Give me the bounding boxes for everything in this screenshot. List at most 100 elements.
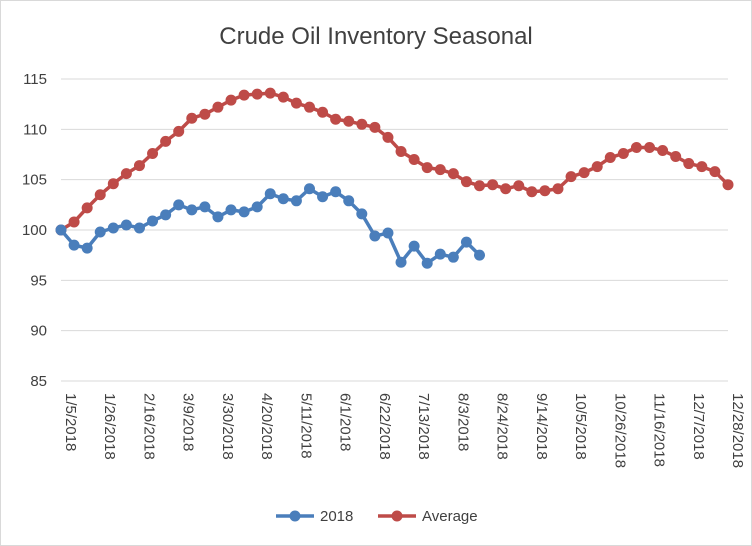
y-axis: 85 90 95 100 105 110 115	[22, 71, 47, 390]
data-point	[264, 87, 276, 99]
data-point	[565, 171, 577, 183]
data-point	[460, 176, 472, 188]
data-point	[434, 248, 446, 260]
y-tick-label: 110	[23, 121, 47, 138]
data-point	[55, 224, 67, 236]
data-point	[539, 185, 551, 197]
data-point	[133, 160, 145, 172]
data-point	[460, 236, 472, 248]
data-point	[447, 168, 459, 180]
data-point	[238, 206, 250, 218]
x-tick-label: 12/28/2018	[729, 393, 746, 468]
data-point	[199, 201, 211, 213]
data-point	[199, 108, 211, 120]
data-point	[382, 131, 394, 143]
data-point	[356, 118, 368, 130]
data-point	[709, 166, 721, 178]
data-point	[474, 249, 486, 261]
data-point	[107, 178, 119, 190]
data-point	[408, 240, 420, 252]
y-tick-label: 115	[23, 71, 47, 88]
data-point	[133, 222, 145, 234]
legend-item: Average	[378, 508, 478, 525]
data-point	[670, 151, 682, 163]
y-tick-label: 95	[30, 272, 47, 289]
x-tick-label: 1/5/2018	[62, 393, 79, 451]
data-point	[683, 158, 695, 170]
data-point	[317, 191, 329, 203]
data-point	[617, 147, 629, 159]
data-point	[356, 208, 368, 220]
data-point	[147, 147, 159, 159]
x-tick-label: 7/13/2018	[415, 393, 432, 460]
x-tick-label: 8/24/2018	[494, 393, 511, 460]
data-point	[644, 141, 656, 153]
x-tick-label: 11/16/2018	[651, 393, 668, 467]
data-point	[290, 195, 302, 207]
x-tick-label: 12/7/2018	[690, 393, 707, 460]
legend-label: Average	[422, 508, 478, 525]
data-point	[395, 256, 407, 268]
data-point	[369, 230, 381, 242]
x-tick-label: 5/11/2018	[297, 393, 314, 459]
data-point	[696, 161, 708, 173]
data-point	[277, 193, 289, 205]
series-2018	[55, 183, 486, 269]
data-point	[421, 162, 433, 174]
data-point	[212, 101, 224, 113]
data-point	[290, 97, 302, 109]
data-point	[382, 227, 394, 239]
y-tick-label: 105	[22, 172, 47, 189]
series-line	[60, 91, 730, 232]
data-point	[120, 219, 132, 231]
data-point	[630, 141, 642, 153]
data-point	[343, 115, 355, 127]
x-tick-label: 3/30/2018	[219, 393, 236, 460]
data-point	[107, 222, 119, 234]
data-point	[330, 113, 342, 125]
data-point	[303, 101, 315, 113]
data-point	[277, 91, 289, 103]
x-tick-label: 4/20/2018	[258, 393, 275, 460]
data-point	[474, 180, 486, 192]
data-point	[173, 125, 185, 137]
chart-title: Crude Oil Inventory Seasonal	[219, 23, 533, 50]
x-tick-label: 6/22/2018	[376, 393, 393, 460]
data-point	[94, 189, 106, 201]
data-point	[81, 202, 93, 214]
data-point	[526, 186, 538, 198]
x-tick-label: 2/16/2018	[140, 393, 157, 460]
data-point	[408, 154, 420, 166]
legend-swatch-marker	[289, 510, 301, 522]
y-tick-label: 90	[30, 323, 47, 340]
series-layer	[55, 87, 734, 269]
data-point	[186, 112, 198, 124]
x-tick-label: 6/1/2018	[337, 393, 354, 451]
data-point	[81, 242, 93, 254]
data-point	[251, 201, 263, 213]
y-tick-label: 85	[30, 373, 47, 390]
data-point	[120, 168, 132, 180]
data-point	[317, 106, 329, 118]
x-tick-label: 10/5/2018	[572, 393, 589, 460]
y-tick-label: 100	[22, 222, 47, 239]
gridlines	[61, 78, 728, 382]
legend-label: 2018	[320, 508, 353, 525]
data-point	[395, 145, 407, 157]
legend-swatch-marker	[391, 510, 403, 522]
x-tick-label: 8/3/2018	[454, 393, 471, 451]
data-point	[225, 204, 237, 216]
data-point	[264, 188, 276, 200]
data-point	[160, 135, 172, 147]
series-average	[55, 87, 734, 236]
data-point	[591, 161, 603, 173]
x-tick-label: 3/9/2018	[180, 393, 197, 451]
data-point	[421, 257, 433, 269]
x-tick-label: 9/14/2018	[533, 393, 550, 460]
legend: 2018 Average	[276, 508, 478, 525]
data-point	[434, 164, 446, 176]
data-point	[212, 211, 224, 223]
data-point	[369, 121, 381, 133]
